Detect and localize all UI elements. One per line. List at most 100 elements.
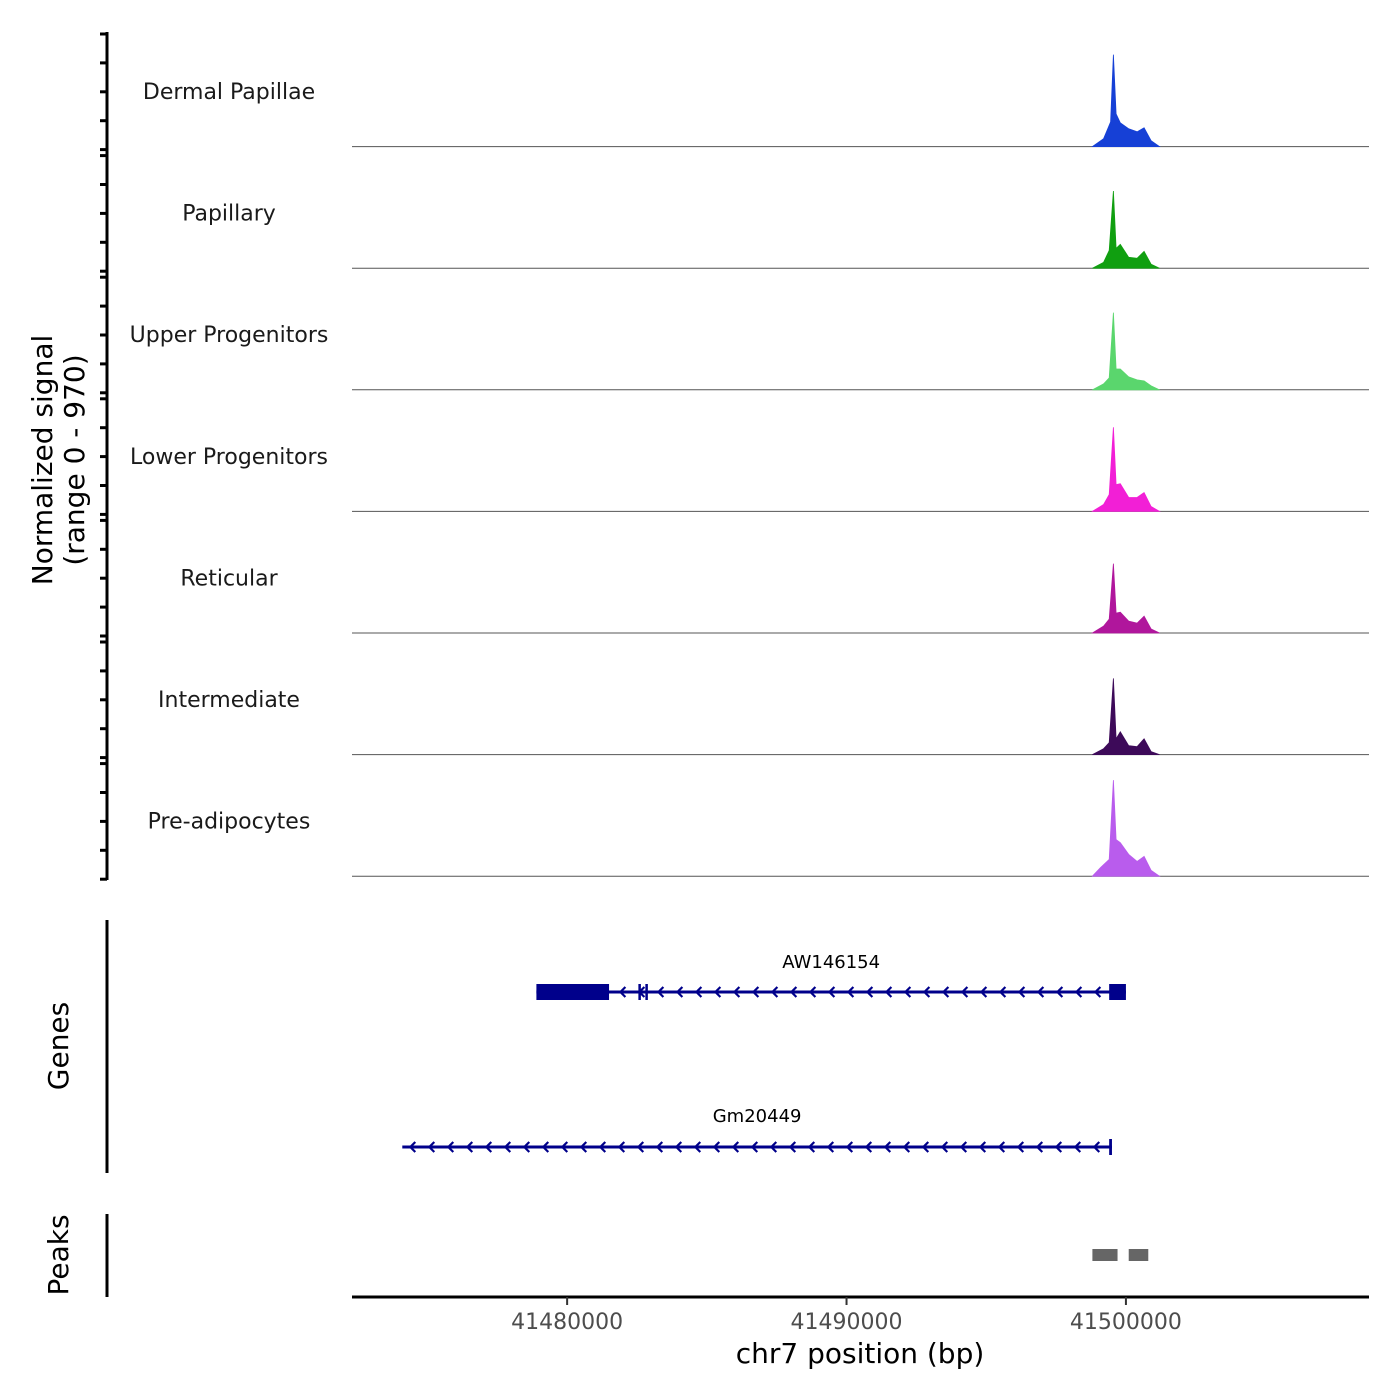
strand-arrow	[864, 1141, 873, 1153]
strand-arrow	[751, 986, 760, 998]
strand-arrow	[997, 1141, 1006, 1153]
gene-label: AW146154	[782, 952, 880, 973]
strand-arrow	[884, 986, 893, 998]
strand-arrow	[807, 1141, 816, 1153]
coverage-track: Intermediate	[158, 678, 1369, 756]
strand-arrow	[959, 1141, 968, 1153]
strand-arrow	[579, 1141, 588, 1153]
strand-arrow	[960, 986, 969, 998]
strand-arrow	[1073, 1141, 1082, 1153]
exon	[638, 984, 641, 1000]
strand-arrow	[845, 1141, 854, 1153]
exon	[1109, 1139, 1112, 1155]
strand-arrow	[693, 1141, 702, 1153]
gene: AW146154	[536, 952, 1126, 1000]
strand-arrow	[427, 1141, 436, 1153]
peaks-panel	[1092, 1249, 1149, 1261]
coverage-y-axis	[100, 32, 109, 881]
strand-arrow	[826, 1141, 835, 1153]
strand-arrow	[1054, 1141, 1063, 1153]
strand-arrow	[617, 1141, 626, 1153]
signal-area	[1092, 312, 1160, 391]
x-tick-label: 41500000	[1070, 1310, 1182, 1335]
strand-arrow	[560, 1141, 569, 1153]
strand-arrow	[750, 1141, 759, 1153]
x-axis: 41480000 41490000 41500000	[352, 1295, 1369, 1335]
peaks-axis-title: Peaks	[42, 1214, 75, 1295]
track-label: Reticular	[180, 566, 278, 591]
strand-arrow	[1074, 986, 1083, 998]
track-label: Dermal Papillae	[143, 80, 315, 105]
strand-arrow	[1016, 1141, 1025, 1153]
gene-label: Gm20449	[713, 1106, 802, 1127]
exon	[536, 984, 610, 1000]
x-tick-label: 41480000	[511, 1310, 623, 1335]
coverage-track: Papillary	[182, 190, 1369, 269]
signal-area	[1092, 190, 1160, 269]
coverage-y-axis-range: (range 0 - 970)	[58, 354, 91, 565]
strand-arrow	[731, 1141, 740, 1153]
x-tick-label: 41490000	[791, 1310, 903, 1335]
strand-arrow	[484, 1141, 493, 1153]
gene: Gm20449	[402, 1106, 1112, 1155]
signal-area	[1091, 54, 1161, 147]
strand-arrow	[788, 1141, 797, 1153]
strand-arrow	[1093, 986, 1102, 998]
peak-region	[1092, 1249, 1118, 1261]
strand-arrow	[636, 1141, 645, 1153]
strand-arrow	[998, 986, 1007, 998]
track-label: Pre-adipocytes	[148, 810, 311, 835]
strand-arrow	[656, 986, 665, 998]
strand-arrow	[408, 1141, 417, 1153]
strand-arrow	[732, 986, 741, 998]
strand-arrow	[903, 986, 912, 998]
strand-arrow	[979, 986, 988, 998]
track-label: Intermediate	[158, 688, 300, 713]
signal-area	[1092, 678, 1160, 755]
x-axis-title: chr7 position (bp)	[736, 1337, 985, 1370]
strand-arrow	[846, 986, 855, 998]
coverage-track: Pre-adipocytes	[148, 780, 1369, 877]
strand-arrow	[978, 1141, 987, 1153]
strand-arrow	[694, 986, 703, 998]
strand-arrow	[675, 986, 684, 998]
strand-arrow	[902, 1141, 911, 1153]
strand-arrow	[940, 1141, 949, 1153]
strand-arrow	[827, 986, 836, 998]
strand-arrow	[1017, 986, 1026, 998]
strand-arrow	[503, 1141, 512, 1153]
strand-arrow	[1035, 1141, 1044, 1153]
strand-arrow	[921, 1141, 930, 1153]
strand-arrow	[465, 1141, 474, 1153]
track-label: Lower Progenitors	[130, 445, 328, 470]
coverage-track: Dermal Papillae	[143, 54, 1369, 148]
coverage-panel: Dermal Papillae Papillary Upper Progenitor…	[130, 54, 1369, 877]
strand-arrow	[883, 1141, 892, 1153]
coverage-y-axis-title: Normalized signal	[26, 335, 59, 586]
strand-arrow	[446, 1141, 455, 1153]
strand-arrow	[769, 1141, 778, 1153]
strand-arrow	[808, 986, 817, 998]
strand-arrow	[1092, 1141, 1101, 1153]
strand-arrow	[712, 1141, 721, 1153]
genes-axis-title: Genes	[42, 1002, 75, 1090]
strand-arrow	[674, 1141, 683, 1153]
coverage-track: Reticular	[180, 563, 1369, 634]
genes-panel: AW146154 Gm20449	[402, 952, 1126, 1155]
strand-arrow	[655, 1141, 664, 1153]
strand-arrow	[1036, 986, 1045, 998]
strand-arrow	[713, 986, 722, 998]
track-label: Papillary	[182, 202, 276, 227]
coverage-track: Upper Progenitors	[130, 312, 1369, 391]
strand-arrow	[598, 1141, 607, 1153]
strand-arrow	[922, 986, 931, 998]
strand-arrow	[522, 1141, 531, 1153]
exon	[645, 984, 648, 1000]
strand-arrow	[770, 986, 779, 998]
strand-arrow	[541, 1141, 550, 1153]
signal-area	[1090, 563, 1160, 634]
signal-area	[1090, 427, 1161, 512]
strand-arrow	[618, 986, 627, 998]
peak-region	[1128, 1249, 1149, 1261]
